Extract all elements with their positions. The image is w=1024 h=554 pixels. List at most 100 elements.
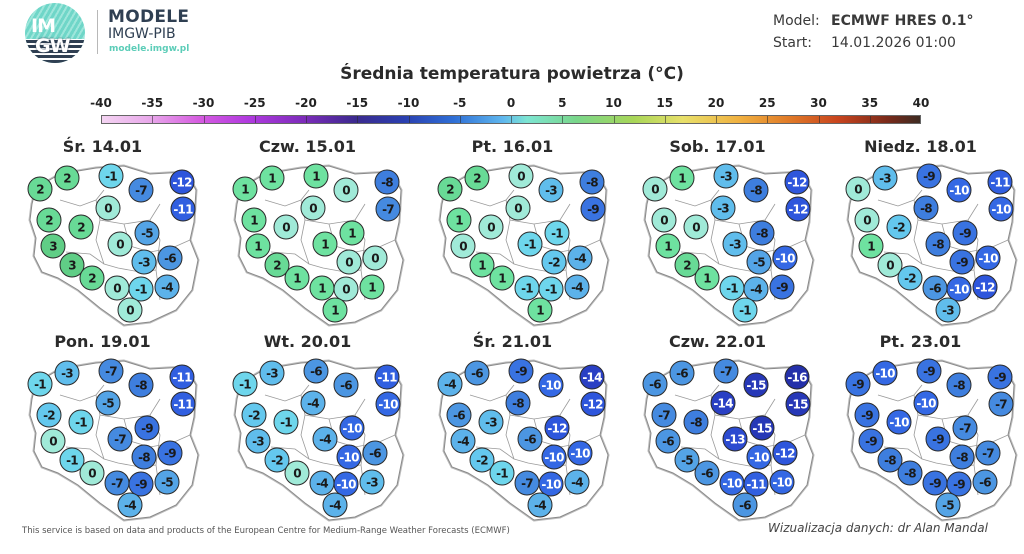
station-temperature-marker[interactable]: -4 [743, 276, 769, 302]
station-temperature-marker[interactable]: -13 [722, 426, 748, 452]
station-temperature-marker[interactable]: 1 [303, 163, 329, 189]
station-temperature-marker[interactable]: -5 [95, 390, 121, 416]
station-temperature-marker[interactable]: -4 [564, 469, 590, 495]
station-temperature-marker[interactable]: 2 [79, 265, 105, 291]
station-temperature-marker[interactable]: -9 [925, 426, 951, 452]
station-temperature-marker[interactable]: -3 [245, 428, 271, 454]
station-temperature-marker[interactable]: -7 [651, 402, 677, 428]
station-temperature-marker[interactable]: -1 [98, 163, 124, 189]
station-temperature-marker[interactable]: -2 [241, 402, 267, 428]
station-temperature-marker[interactable]: -8 [128, 372, 154, 398]
station-temperature-marker[interactable]: -3 [872, 165, 898, 191]
station-temperature-marker[interactable]: -11 [170, 391, 196, 417]
station-temperature-marker[interactable]: 0 [336, 249, 362, 275]
station-temperature-marker[interactable]: -5 [134, 220, 160, 246]
station-temperature-marker[interactable]: -3 [538, 177, 564, 203]
station-temperature-marker[interactable]: -7 [975, 440, 1001, 466]
station-temperature-marker[interactable]: 3 [40, 233, 66, 259]
station-temperature-marker[interactable]: -4 [312, 426, 338, 452]
station-temperature-marker[interactable]: -10 [975, 245, 1001, 271]
station-temperature-marker[interactable]: -9 [128, 471, 154, 497]
station-temperature-marker[interactable]: -8 [505, 390, 531, 416]
station-temperature-marker[interactable]: -1 [232, 371, 258, 397]
station-temperature-marker[interactable]: -5 [935, 492, 961, 518]
station-temperature-marker[interactable]: 1 [469, 252, 495, 278]
station-temperature-marker[interactable]: 2 [36, 207, 62, 233]
station-temperature-marker[interactable]: -4 [564, 274, 590, 300]
station-temperature-marker[interactable]: 0 [107, 231, 133, 257]
station-temperature-marker[interactable]: -9 [854, 402, 880, 428]
station-temperature-marker[interactable]: -1 [128, 276, 154, 302]
station-temperature-marker[interactable]: -1 [719, 275, 745, 301]
station-temperature-marker[interactable]: -7 [514, 470, 540, 496]
station-temperature-marker[interactable]: -5 [746, 249, 772, 275]
station-temperature-marker[interactable]: -6 [333, 372, 359, 398]
station-temperature-marker[interactable]: -8 [743, 177, 769, 203]
station-temperature-marker[interactable]: -6 [694, 460, 720, 486]
station-temperature-marker[interactable]: 1 [309, 275, 335, 301]
station-temperature-marker[interactable]: -10 [946, 276, 972, 302]
station-temperature-marker[interactable]: 1 [312, 231, 338, 257]
station-temperature-marker[interactable]: -3 [54, 360, 80, 386]
station-temperature-marker[interactable]: 1 [259, 165, 285, 191]
station-temperature-marker[interactable]: -12 [772, 440, 798, 466]
station-temperature-marker[interactable]: -9 [858, 428, 884, 454]
station-temperature-marker[interactable]: 1 [669, 165, 695, 191]
station-temperature-marker[interactable]: -10 [541, 444, 567, 470]
station-temperature-marker[interactable]: -6 [157, 245, 183, 271]
station-temperature-marker[interactable]: -12 [785, 196, 811, 222]
station-temperature-marker[interactable]: -8 [579, 169, 605, 195]
station-temperature-marker[interactable]: 2 [54, 165, 80, 191]
station-temperature-marker[interactable]: 0 [40, 428, 66, 454]
station-temperature-marker[interactable]: -10 [719, 470, 745, 496]
station-temperature-marker[interactable]: 2 [674, 252, 700, 278]
station-temperature-marker[interactable]: -4 [309, 470, 335, 496]
station-temperature-marker[interactable]: 0 [362, 245, 388, 271]
station-temperature-marker[interactable]: 0 [508, 163, 534, 189]
station-temperature-marker[interactable]: -3 [722, 231, 748, 257]
station-temperature-marker[interactable]: -10 [567, 440, 593, 466]
station-temperature-marker[interactable]: 0 [79, 460, 105, 486]
station-temperature-marker[interactable]: -1 [514, 275, 540, 301]
station-temperature-marker[interactable]: -8 [925, 231, 951, 257]
station-temperature-marker[interactable]: -15 [749, 415, 775, 441]
station-temperature-marker[interactable]: 0 [117, 297, 143, 323]
station-temperature-marker[interactable]: 2 [68, 214, 94, 240]
station-temperature-marker[interactable]: 2 [437, 176, 463, 202]
station-temperature-marker[interactable]: -1 [273, 409, 299, 435]
station-temperature-marker[interactable]: -10 [913, 390, 939, 416]
station-temperature-marker[interactable]: -8 [949, 444, 975, 470]
station-temperature-marker[interactable]: -3 [131, 249, 157, 275]
station-temperature-marker[interactable]: -6 [517, 426, 543, 452]
station-temperature-marker[interactable]: -9 [845, 371, 871, 397]
station-temperature-marker[interactable]: -9 [922, 470, 948, 496]
station-temperature-marker[interactable]: -10 [538, 471, 564, 497]
station-temperature-marker[interactable]: -2 [36, 402, 62, 428]
station-temperature-marker[interactable]: 1 [694, 265, 720, 291]
station-temperature-marker[interactable]: 0 [845, 176, 871, 202]
station-temperature-marker[interactable]: 0 [651, 207, 677, 233]
station-temperature-marker[interactable]: -7 [104, 470, 130, 496]
station-temperature-marker[interactable]: 1 [339, 220, 365, 246]
station-temperature-marker[interactable]: -6 [655, 428, 681, 454]
station-temperature-marker[interactable]: -10 [375, 391, 401, 417]
station-temperature-marker[interactable]: -4 [322, 492, 348, 518]
station-temperature-marker[interactable]: -8 [374, 169, 400, 195]
station-temperature-marker[interactable]: -10 [772, 245, 798, 271]
station-temperature-marker[interactable]: 1 [489, 265, 515, 291]
station-temperature-marker[interactable]: 0 [478, 214, 504, 240]
station-temperature-marker[interactable]: 0 [300, 195, 326, 221]
station-temperature-marker[interactable]: -6 [922, 275, 948, 301]
station-temperature-marker[interactable]: -1 [27, 371, 53, 397]
station-temperature-marker[interactable]: -9 [949, 249, 975, 275]
brand-url-link[interactable]: modele.imgw.pl [109, 44, 190, 54]
station-temperature-marker[interactable]: -10 [336, 444, 362, 470]
station-temperature-marker[interactable]: -8 [683, 409, 709, 435]
station-temperature-marker[interactable]: -8 [946, 372, 972, 398]
station-temperature-marker[interactable]: 1 [322, 297, 348, 323]
station-temperature-marker[interactable]: -2 [886, 214, 912, 240]
station-temperature-marker[interactable]: -1 [489, 460, 515, 486]
station-temperature-marker[interactable]: 1 [245, 233, 271, 259]
station-temperature-marker[interactable]: -10 [946, 177, 972, 203]
station-temperature-marker[interactable]: -9 [508, 358, 534, 384]
